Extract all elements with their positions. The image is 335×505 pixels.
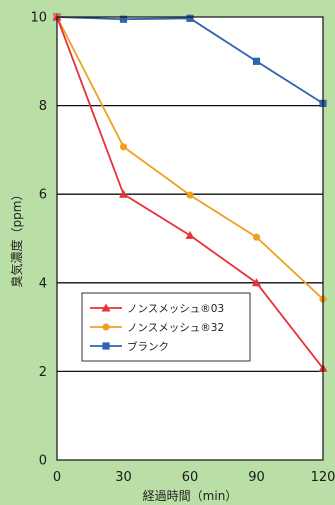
x-tick-label-0: 0 <box>53 470 61 485</box>
plot-border <box>56 16 324 461</box>
tick-labels: 0 2 4 6 8 10 0 30 60 90 120 <box>30 11 335 486</box>
legend-entry-2: ブランク <box>90 340 169 353</box>
legend-marker-2 <box>102 342 110 350</box>
data-point-2-2 <box>186 14 194 22</box>
y-tick-label-2: 4 <box>39 276 47 291</box>
legend-entry-0: ノンスメッシュ®03 <box>90 303 224 315</box>
data-point-1-3 <box>252 233 261 241</box>
legend-marker-1 <box>102 323 110 331</box>
y-tick-label-5: 10 <box>30 11 47 26</box>
data-point-2-3 <box>252 57 261 65</box>
y-tick-label-3: 6 <box>39 188 47 203</box>
y-tick-label-4: 8 <box>39 99 47 114</box>
data-point-1-1 <box>119 143 128 151</box>
x-axis-title: 経過時間（min） <box>143 489 238 503</box>
x-tick-label-2: 60 <box>182 470 199 485</box>
legend-label-1: ノンスメッシュ®32 <box>127 322 224 334</box>
legend-label-0: ノンスメッシュ®03 <box>127 303 224 315</box>
data-point-2-1 <box>119 15 128 23</box>
legend-entry-1: ノンスメッシュ®32 <box>90 322 224 334</box>
data-point-0-3 <box>252 278 261 287</box>
legend-label-2: ブランク <box>127 340 169 353</box>
x-tick-label-4: 120 <box>311 470 335 485</box>
series-layer <box>52 12 328 372</box>
y-axis-title: 臭気濃度（ppm） <box>9 189 24 288</box>
data-point-0-2 <box>185 230 195 239</box>
legend-marker-0 <box>101 303 111 312</box>
y-tick-label-0: 0 <box>39 454 47 469</box>
data-point-1-2 <box>186 191 194 199</box>
data-point-0-1 <box>119 189 128 198</box>
y-tick-label-1: 2 <box>39 365 47 380</box>
x-tick-label-1: 30 <box>115 470 132 485</box>
legend: ノンスメッシュ®03 ノンスメッシュ®32 ブランク <box>81 292 251 362</box>
x-tick-label-3: 90 <box>248 470 265 485</box>
